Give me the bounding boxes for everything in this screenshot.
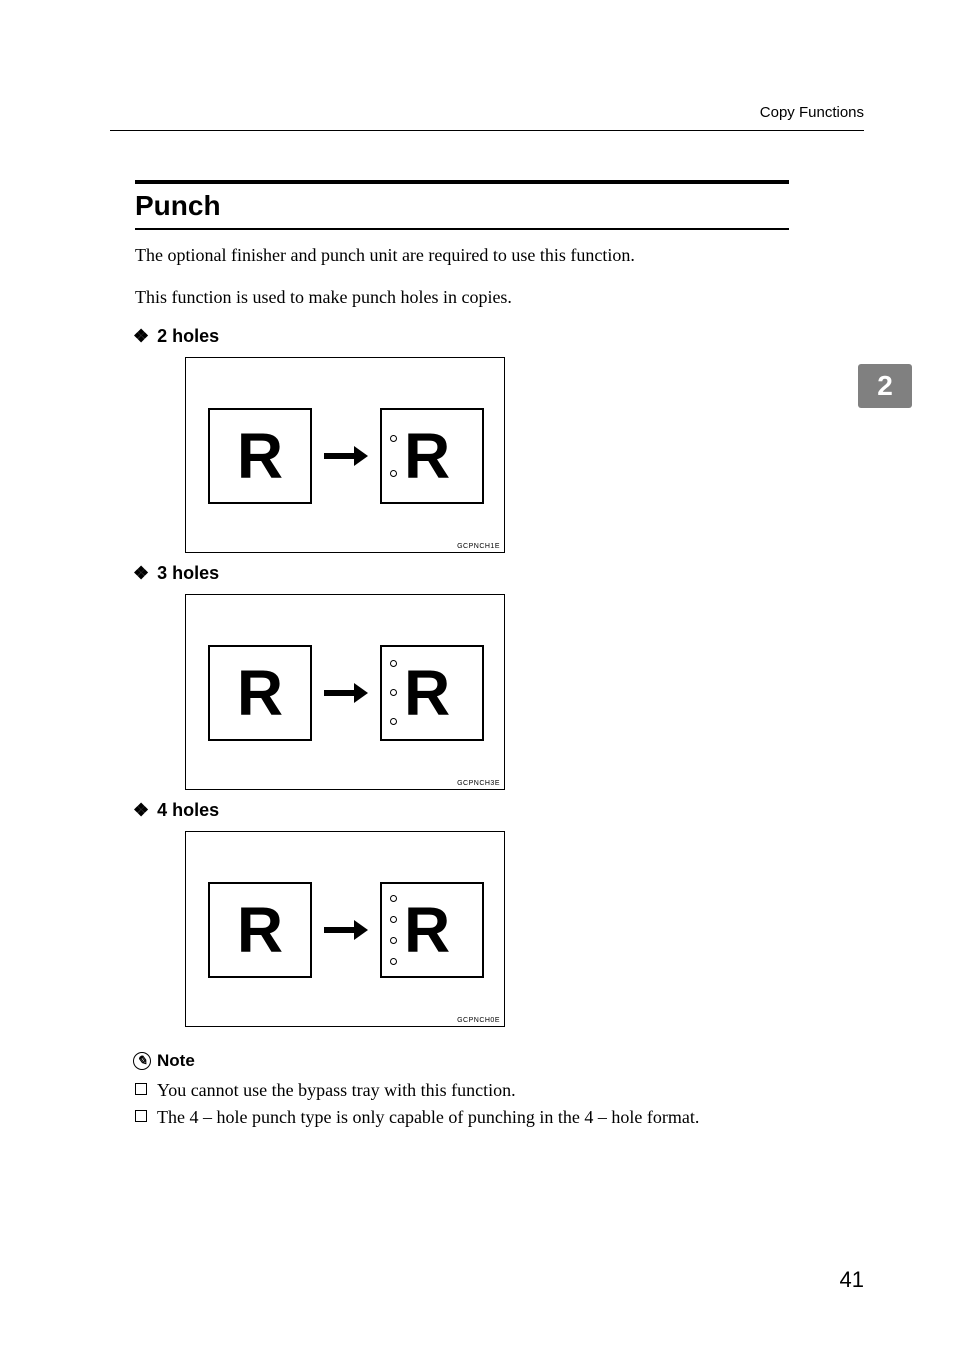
note-text: The 4 – hole punch type is only capable … xyxy=(157,1104,699,1131)
note-list: You cannot use the bypass tray with this… xyxy=(135,1077,789,1131)
source-page: R xyxy=(208,645,312,741)
hole-icon xyxy=(390,718,397,725)
glyph: R xyxy=(237,898,283,962)
section-4-holes: ❖ 4 holes R R GCPNCH0E xyxy=(135,800,789,1027)
note-icon: ✎ xyxy=(133,1052,151,1070)
main-content: Punch The optional finisher and punch un… xyxy=(135,180,789,1131)
list-item: The 4 – hole punch type is only capable … xyxy=(135,1104,789,1131)
glyph: R xyxy=(237,424,283,488)
list-item: You cannot use the bypass tray with this… xyxy=(135,1077,789,1104)
diagram-code: GCPNCH1E xyxy=(457,543,500,550)
arrow-icon xyxy=(324,920,368,940)
section-label: 3 holes xyxy=(157,563,219,584)
arrow-icon xyxy=(324,683,368,703)
punch-holes xyxy=(390,884,397,976)
diagram-code: GCPNCH3E xyxy=(457,780,500,787)
diamond-icon: ❖ xyxy=(133,326,149,347)
result-page: R xyxy=(380,645,484,741)
result-page: R xyxy=(380,882,484,978)
hole-icon xyxy=(390,895,397,902)
hole-icon xyxy=(390,660,397,667)
diamond-icon: ❖ xyxy=(133,800,149,821)
section-3-holes: ❖ 3 holes R R GCPNCH3E xyxy=(135,563,789,790)
section-2-holes: ❖ 2 holes R R GCPNCH1E xyxy=(135,326,789,553)
section-label: 4 holes xyxy=(157,800,219,821)
chapter-tab: 2 xyxy=(858,364,912,408)
result-page: R xyxy=(380,408,484,504)
note-heading-text: Note xyxy=(157,1051,195,1071)
section-head: ❖ 3 holes xyxy=(133,563,789,584)
diagram-3-holes: R R GCPNCH3E xyxy=(185,594,505,790)
hole-icon xyxy=(390,470,397,477)
intro-line-1: The optional finisher and punch unit are… xyxy=(135,242,789,270)
source-page: R xyxy=(208,408,312,504)
glyph: R xyxy=(404,424,450,488)
hole-icon xyxy=(390,937,397,944)
glyph: R xyxy=(404,898,450,962)
hole-icon xyxy=(390,689,397,696)
section-head: ❖ 2 holes xyxy=(133,326,789,347)
topic-rule-bottom xyxy=(135,228,789,230)
topic-title: Punch xyxy=(135,190,789,222)
glyph: R xyxy=(404,661,450,725)
topic-rule-top xyxy=(135,180,789,184)
hole-icon xyxy=(390,958,397,965)
diagram-4-holes: R R GCPNCH0E xyxy=(185,831,505,1027)
bullet-icon xyxy=(135,1083,147,1095)
intro-line-2: This function is used to make punch hole… xyxy=(135,284,789,312)
glyph: R xyxy=(237,661,283,725)
page-number: 41 xyxy=(840,1267,864,1293)
header-category: Copy Functions xyxy=(760,104,864,121)
section-head: ❖ 4 holes xyxy=(133,800,789,821)
punch-holes xyxy=(390,647,397,739)
source-page: R xyxy=(208,882,312,978)
section-label: 2 holes xyxy=(157,326,219,347)
diagram-code: GCPNCH0E xyxy=(457,1017,500,1024)
header-rule xyxy=(110,130,864,131)
diagram-2-holes: R R GCPNCH1E xyxy=(185,357,505,553)
arrow-icon xyxy=(324,446,368,466)
diamond-icon: ❖ xyxy=(133,563,149,584)
hole-icon xyxy=(390,916,397,923)
hole-icon xyxy=(390,435,397,442)
bullet-icon xyxy=(135,1110,147,1122)
note-heading: ✎ Note xyxy=(133,1051,789,1071)
note-text: You cannot use the bypass tray with this… xyxy=(157,1077,516,1104)
punch-holes xyxy=(390,410,397,502)
